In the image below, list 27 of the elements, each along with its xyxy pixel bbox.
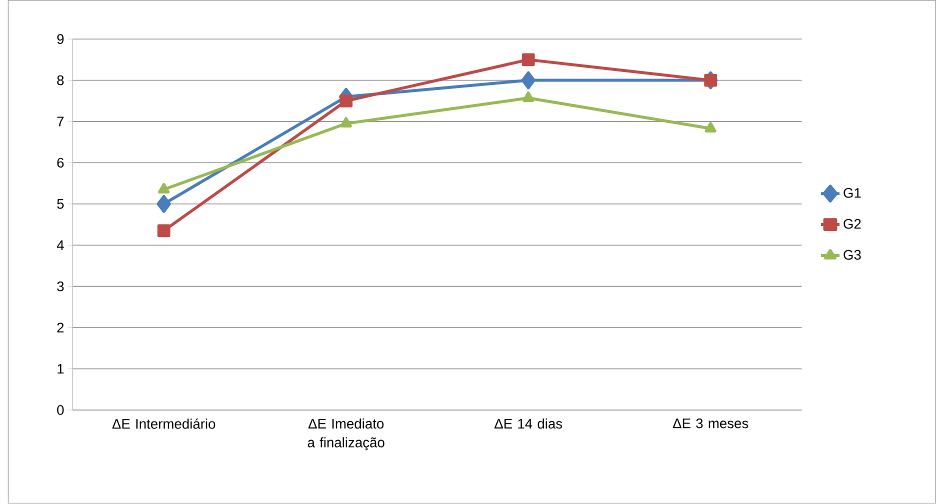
point: [158, 183, 170, 194]
y-tick-label: 3: [57, 282, 64, 292]
y-tick-label: 1: [58, 364, 64, 374]
y-tick-label: 5: [57, 199, 64, 209]
legend-label: G3: [844, 250, 861, 260]
point: [156, 195, 171, 214]
point: [340, 94, 353, 108]
point: [157, 224, 170, 238]
x-tick-label: ΔE Imediato a finalização: [308, 418, 384, 450]
x-tick-label: ΔE Intermediário: [112, 418, 216, 429]
point: [704, 122, 716, 133]
point: [522, 53, 535, 66]
y-tick-label: 6: [57, 158, 64, 168]
point: [340, 117, 352, 128]
legend-label: G2: [844, 219, 861, 229]
y-tick-label: 7: [57, 116, 64, 126]
y-tick-label: 9: [57, 34, 64, 44]
y-tick-label: 0: [57, 405, 64, 416]
point: [521, 72, 536, 90]
point: [522, 92, 534, 102]
x-tick-label: ΔE 14 dias: [494, 418, 562, 429]
y-tick-label: 4: [56, 240, 64, 250]
x-tick-label: ΔE 3 meses: [672, 418, 748, 428]
point: [704, 74, 718, 87]
y-tick-label: 8: [57, 76, 64, 86]
legend-label: G1: [844, 188, 861, 198]
y-tick-label: 2: [57, 322, 64, 333]
